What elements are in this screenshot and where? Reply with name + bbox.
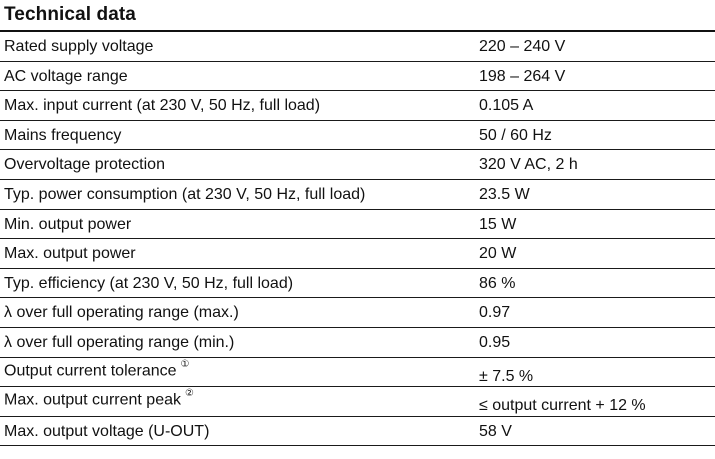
spec-label: Min. output power (4, 215, 132, 233)
spec-value: 15 W (479, 215, 517, 233)
spec-row: Rated supply voltage 220 – 240 V (0, 32, 715, 62)
spec-table: Rated supply voltage 220 – 240 V AC volt… (0, 32, 715, 447)
spec-label: Mains frequency (4, 126, 122, 144)
spec-row: Max. output voltage (U-OUT) 58 V (0, 417, 715, 447)
spec-label: Typ. power consumption (at 230 V, 50 Hz,… (4, 185, 366, 203)
spec-value: 0.105 A (479, 97, 534, 115)
spec-row: Overvoltage protection 320 V AC, 2 h (0, 150, 715, 180)
spec-value: 50 / 60 Hz (479, 126, 552, 144)
spec-value: 198 – 264 V (479, 67, 566, 85)
spec-label: Max. output voltage (U-OUT) (4, 422, 210, 440)
spec-value: 58 V (479, 422, 512, 440)
spec-value: 320 V AC, 2 h (479, 156, 578, 174)
spec-label: λ over full operating range (max.) (4, 304, 239, 322)
spec-row: λ over full operating range (min.) 0.95 (0, 328, 715, 358)
spec-row: Max. input current (at 230 V, 50 Hz, ful… (0, 91, 715, 121)
spec-row: Mains frequency 50 / 60 Hz (0, 121, 715, 151)
spec-label: Rated supply voltage (4, 38, 154, 55)
spec-value: ± 7.5 % (479, 367, 534, 385)
title-divider (0, 30, 715, 32)
spec-value: 86 % (479, 274, 516, 292)
spec-value: 220 – 240 V (479, 38, 566, 55)
spec-value: ≤ output current + 12 % (479, 397, 646, 415)
spec-label: AC voltage range (4, 67, 128, 85)
footnote-marker: ① (180, 358, 190, 370)
spec-row: Max. output power 20 W (0, 239, 715, 269)
spec-label: Max. output current peak ② (4, 388, 194, 409)
spec-value: 20 W (479, 245, 517, 263)
spec-row: AC voltage range 198 – 264 V (0, 62, 715, 92)
spec-label-text: Output current tolerance (4, 361, 177, 379)
spec-value: 23.5 W (479, 185, 530, 203)
spec-value: 0.95 (479, 333, 511, 351)
spec-label: Overvoltage protection (4, 156, 165, 174)
spec-row: Min. output power 15 W (0, 210, 715, 240)
spec-label: Output current tolerance ① (4, 358, 190, 380)
spec-row: Output current tolerance ① ± 7.5 % (0, 358, 715, 388)
spec-value: 0.97 (479, 304, 511, 322)
spec-label: Typ. efficiency (at 230 V, 50 Hz, full l… (4, 274, 294, 292)
spec-row: Max. output current peak ② ≤ output curre… (0, 387, 715, 417)
spec-label: Max. input current (at 230 V, 50 Hz, ful… (4, 97, 321, 115)
spec-row: Typ. power consumption (at 230 V, 50 Hz,… (0, 180, 715, 210)
spec-label-text: Max. output current peak (4, 391, 181, 409)
footnote-marker: ② (184, 388, 194, 400)
section-title: Technical data (4, 4, 136, 25)
spec-row: Typ. efficiency (at 230 V, 50 Hz, full l… (0, 269, 715, 299)
spec-label: λ over full operating range (min.) (4, 333, 235, 351)
spec-label: Max. output power (4, 245, 136, 263)
spec-row: λ over full operating range (max.) 0.97 (0, 298, 715, 328)
